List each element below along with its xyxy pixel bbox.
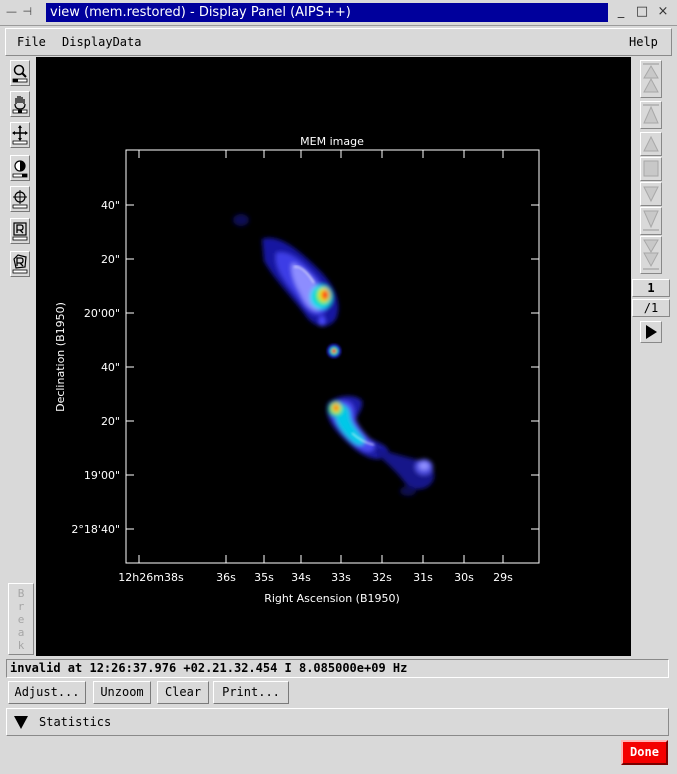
step-forward-many-button[interactable]	[640, 207, 662, 235]
menu-help[interactable]: Help	[629, 35, 658, 49]
maximize-icon[interactable]: □	[635, 4, 649, 19]
menu-file[interactable]: File	[17, 35, 46, 49]
position-tool-icon	[12, 190, 28, 209]
x-tick-label: 30s	[454, 571, 474, 584]
zoom-tool-icon	[12, 64, 28, 83]
forward-fast-icon	[643, 239, 659, 270]
break-label-letter: e	[17, 613, 25, 626]
break-label-letter: B	[17, 587, 25, 600]
unzoom-button[interactable]: Unzoom	[93, 681, 151, 704]
break-label-letter: r	[17, 600, 25, 613]
step-back-icon	[643, 135, 659, 152]
x-tick-label: 35s	[254, 571, 274, 584]
polygon-region-button[interactable]	[10, 251, 30, 277]
crosshair-tool-button[interactable]	[10, 122, 30, 148]
status-line: invalid at 12:26:37.976 +02.21.32.454 I …	[6, 659, 669, 678]
colormap-tool-icon	[12, 160, 28, 178]
y-tick-label: 40"	[101, 199, 120, 212]
rewind-fast-button[interactable]	[640, 60, 662, 98]
x-axis-label: Right Ascension (B1950)	[264, 592, 400, 605]
y-tick-label: 19'00"	[84, 469, 120, 482]
zoom-tool-button[interactable]	[10, 60, 30, 86]
menu-displaydata[interactable]: DisplayData	[62, 35, 142, 49]
x-tick-label: 31s	[413, 571, 433, 584]
position-tool-button[interactable]	[10, 186, 30, 212]
x-tick-label: 29s	[493, 571, 513, 584]
y-tick-label: 20'00"	[84, 307, 120, 320]
frame-total: /1	[632, 299, 670, 317]
minimize-icon[interactable]: _	[617, 4, 625, 19]
rectangle-region-button[interactable]	[10, 218, 30, 244]
triangle-down-icon	[14, 716, 28, 729]
forward-fast-button[interactable]	[640, 236, 662, 274]
break-label-letter: a	[17, 626, 25, 639]
frame-current[interactable]: 1	[632, 279, 670, 297]
plot-title: MEM image	[300, 135, 364, 148]
crosshair-tool-icon	[12, 125, 28, 145]
play-button[interactable]	[640, 321, 662, 343]
plot-frame	[125, 149, 540, 564]
stop-button[interactable]	[640, 157, 662, 181]
statistics-rollup[interactable]: Statistics	[6, 708, 669, 736]
source-emission	[233, 214, 435, 496]
break-button[interactable]: B r e a k	[8, 583, 34, 655]
title-bar: — ⊣ view (mem.restored) - Display Panel …	[0, 0, 677, 26]
statistics-label: Statistics	[39, 715, 112, 729]
display-canvas[interactable]: MEM image	[36, 57, 631, 656]
x-tick-label: 33s	[331, 571, 351, 584]
x-tick-label: 12h26m38s	[118, 571, 184, 584]
step-forward-button[interactable]	[640, 182, 662, 206]
y-tick-label: 40"	[101, 361, 120, 374]
window-title: view (mem.restored) - Display Panel (AIP…	[46, 3, 608, 22]
pan-tool-button[interactable]	[10, 91, 30, 117]
image-plot: MEM image	[54, 135, 540, 605]
adjust-button[interactable]: Adjust...	[8, 681, 86, 704]
step-back-many-button[interactable]	[640, 101, 662, 129]
rewind-fast-icon	[643, 63, 659, 93]
step-forward-icon	[643, 186, 659, 203]
rectangle-region-icon	[12, 222, 28, 241]
x-tick-label: 34s	[291, 571, 311, 584]
y-tick-label: 20"	[101, 415, 120, 428]
y-tick-label: 2°18'40"	[71, 523, 120, 536]
x-axis: 12h26m38s 36s 35s 34s 33s 32s 31s 30s 29…	[118, 150, 513, 584]
done-button[interactable]: Done	[621, 740, 668, 765]
y-axis-label: Declination (B1950)	[54, 302, 67, 412]
x-tick-label: 32s	[372, 571, 392, 584]
colormap-tool-button[interactable]	[10, 155, 30, 181]
menubar: File DisplayData Help	[5, 28, 672, 56]
stop-icon	[643, 160, 659, 177]
play-icon	[646, 325, 657, 339]
clear-button[interactable]: Clear	[157, 681, 209, 704]
window-menu-icon[interactable]: — ⊣	[6, 5, 34, 18]
y-tick-label: 20"	[101, 253, 120, 266]
step-back-button[interactable]	[640, 132, 662, 156]
step-forward-many-icon	[643, 210, 659, 231]
close-icon[interactable]: ×	[657, 4, 669, 19]
polygon-region-icon	[12, 254, 28, 274]
step-back-many-icon	[643, 104, 659, 124]
break-label-letter: k	[17, 639, 25, 652]
print-button[interactable]: Print...	[213, 681, 289, 704]
y-axis: 40" 20" 20'00" 40" 20" 19'00" 2°18'40"	[71, 199, 539, 536]
x-tick-label: 36s	[216, 571, 236, 584]
pan-tool-icon	[12, 96, 28, 114]
